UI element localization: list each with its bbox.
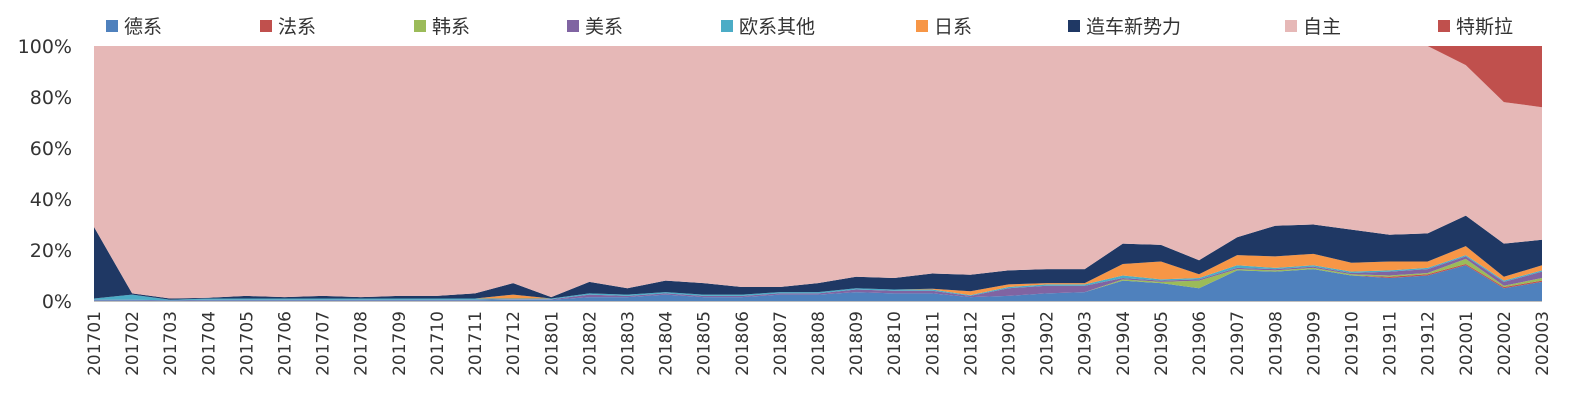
y-tick-label: 40% <box>30 189 72 211</box>
x-tick-label: 201711 <box>466 311 486 376</box>
legend-swatch <box>1068 20 1080 32</box>
legend-label: 韩系 <box>432 16 470 38</box>
plot-areas <box>94 46 1542 301</box>
x-tick-label: 201807 <box>771 311 791 376</box>
x-tick-label: 201810 <box>885 311 905 376</box>
y-tick-label: 80% <box>30 87 72 109</box>
x-tick-label: 201907 <box>1228 311 1248 376</box>
legend-label: 欧系其他 <box>739 16 815 38</box>
area-series-0 <box>94 265 1542 301</box>
legend: 德系 法系 韩系 美系 欧系其他 日系 造车新势力 自主 特斯拉 <box>106 16 1513 38</box>
x-tick-label: 201904 <box>1114 311 1134 376</box>
x-tick-label: 201706 <box>276 311 296 376</box>
x-tick-label: 201710 <box>428 311 448 376</box>
x-tick-label: 201708 <box>352 311 372 376</box>
x-tick-label: 201702 <box>123 311 143 376</box>
x-tick-label: 202003 <box>1533 311 1553 376</box>
x-tick-label: 201901 <box>1000 311 1020 376</box>
legend-swatch <box>414 20 426 32</box>
legend-swatch <box>1438 20 1450 32</box>
x-tick-label: 201906 <box>1190 311 1210 376</box>
legend-swatch <box>260 20 272 32</box>
x-tick-label: 201712 <box>504 311 524 376</box>
x-tick-label: 201801 <box>542 311 562 376</box>
x-tick-label: 201905 <box>1152 311 1172 376</box>
legend-item-1: 法系 <box>260 16 316 38</box>
x-tick-label: 202001 <box>1457 311 1477 376</box>
x-tick-label: 201703 <box>161 311 181 376</box>
legend-item-0: 德系 <box>106 16 162 38</box>
legend-item-7: 自主 <box>1285 16 1341 38</box>
x-tick-label: 201803 <box>618 311 638 376</box>
y-tick-label: 20% <box>30 240 72 262</box>
x-tick-label: 201802 <box>580 311 600 376</box>
legend-item-2: 韩系 <box>414 16 470 38</box>
x-tick-label: 201704 <box>199 311 219 376</box>
legend-label: 美系 <box>585 16 623 38</box>
x-tick-label: 201805 <box>695 311 715 376</box>
x-tick-label: 201902 <box>1038 311 1058 376</box>
x-tick-label: 202002 <box>1495 311 1515 376</box>
y-tick-label: 100% <box>18 36 72 58</box>
x-tick-label: 201709 <box>390 311 410 376</box>
legend-swatch <box>916 20 928 32</box>
legend-swatch <box>106 20 118 32</box>
x-tick-label: 201705 <box>237 311 257 376</box>
legend-swatch <box>721 20 733 32</box>
legend-item-8: 特斯拉 <box>1438 16 1513 38</box>
x-tick-label: 201707 <box>314 311 334 376</box>
x-tick-label: 201701 <box>85 311 105 376</box>
legend-swatch <box>567 20 579 32</box>
legend-label: 日系 <box>934 16 972 38</box>
legend-item-4: 欧系其他 <box>721 16 815 38</box>
x-tick-label: 201809 <box>847 311 867 376</box>
legend-label: 自主 <box>1303 16 1341 38</box>
y-tick-label: 0% <box>42 291 72 313</box>
x-tick-label: 201811 <box>923 311 943 376</box>
legend-label: 法系 <box>278 16 316 38</box>
x-tick-label: 201910 <box>1342 311 1362 376</box>
x-tick-label: 201806 <box>733 311 753 376</box>
x-tick-label: 201911 <box>1381 311 1401 376</box>
x-tick-label: 201812 <box>961 311 981 376</box>
x-tick-label: 201908 <box>1266 311 1286 376</box>
x-axis: 201701 201702 201703 201704 201705 201706 2017… <box>85 301 1553 376</box>
x-tick-label: 201903 <box>1076 311 1096 376</box>
legend-item-3: 美系 <box>567 16 623 38</box>
x-tick-label: 201808 <box>809 311 829 376</box>
legend-item-5: 日系 <box>916 16 972 38</box>
legend-label: 特斯拉 <box>1456 16 1513 38</box>
x-tick-label: 201804 <box>657 311 677 376</box>
legend-swatch <box>1285 20 1297 32</box>
legend-item-6: 造车新势力 <box>1068 16 1181 38</box>
legend-label: 德系 <box>124 16 162 38</box>
area-series-7 <box>94 46 1542 299</box>
legend-label: 造车新势力 <box>1086 16 1181 38</box>
y-axis: 0% 20% 40% 60% 80% 100% <box>18 36 72 313</box>
y-tick-label: 60% <box>30 138 72 160</box>
x-tick-label: 201909 <box>1304 311 1324 376</box>
x-tick-label: 201912 <box>1419 311 1439 376</box>
